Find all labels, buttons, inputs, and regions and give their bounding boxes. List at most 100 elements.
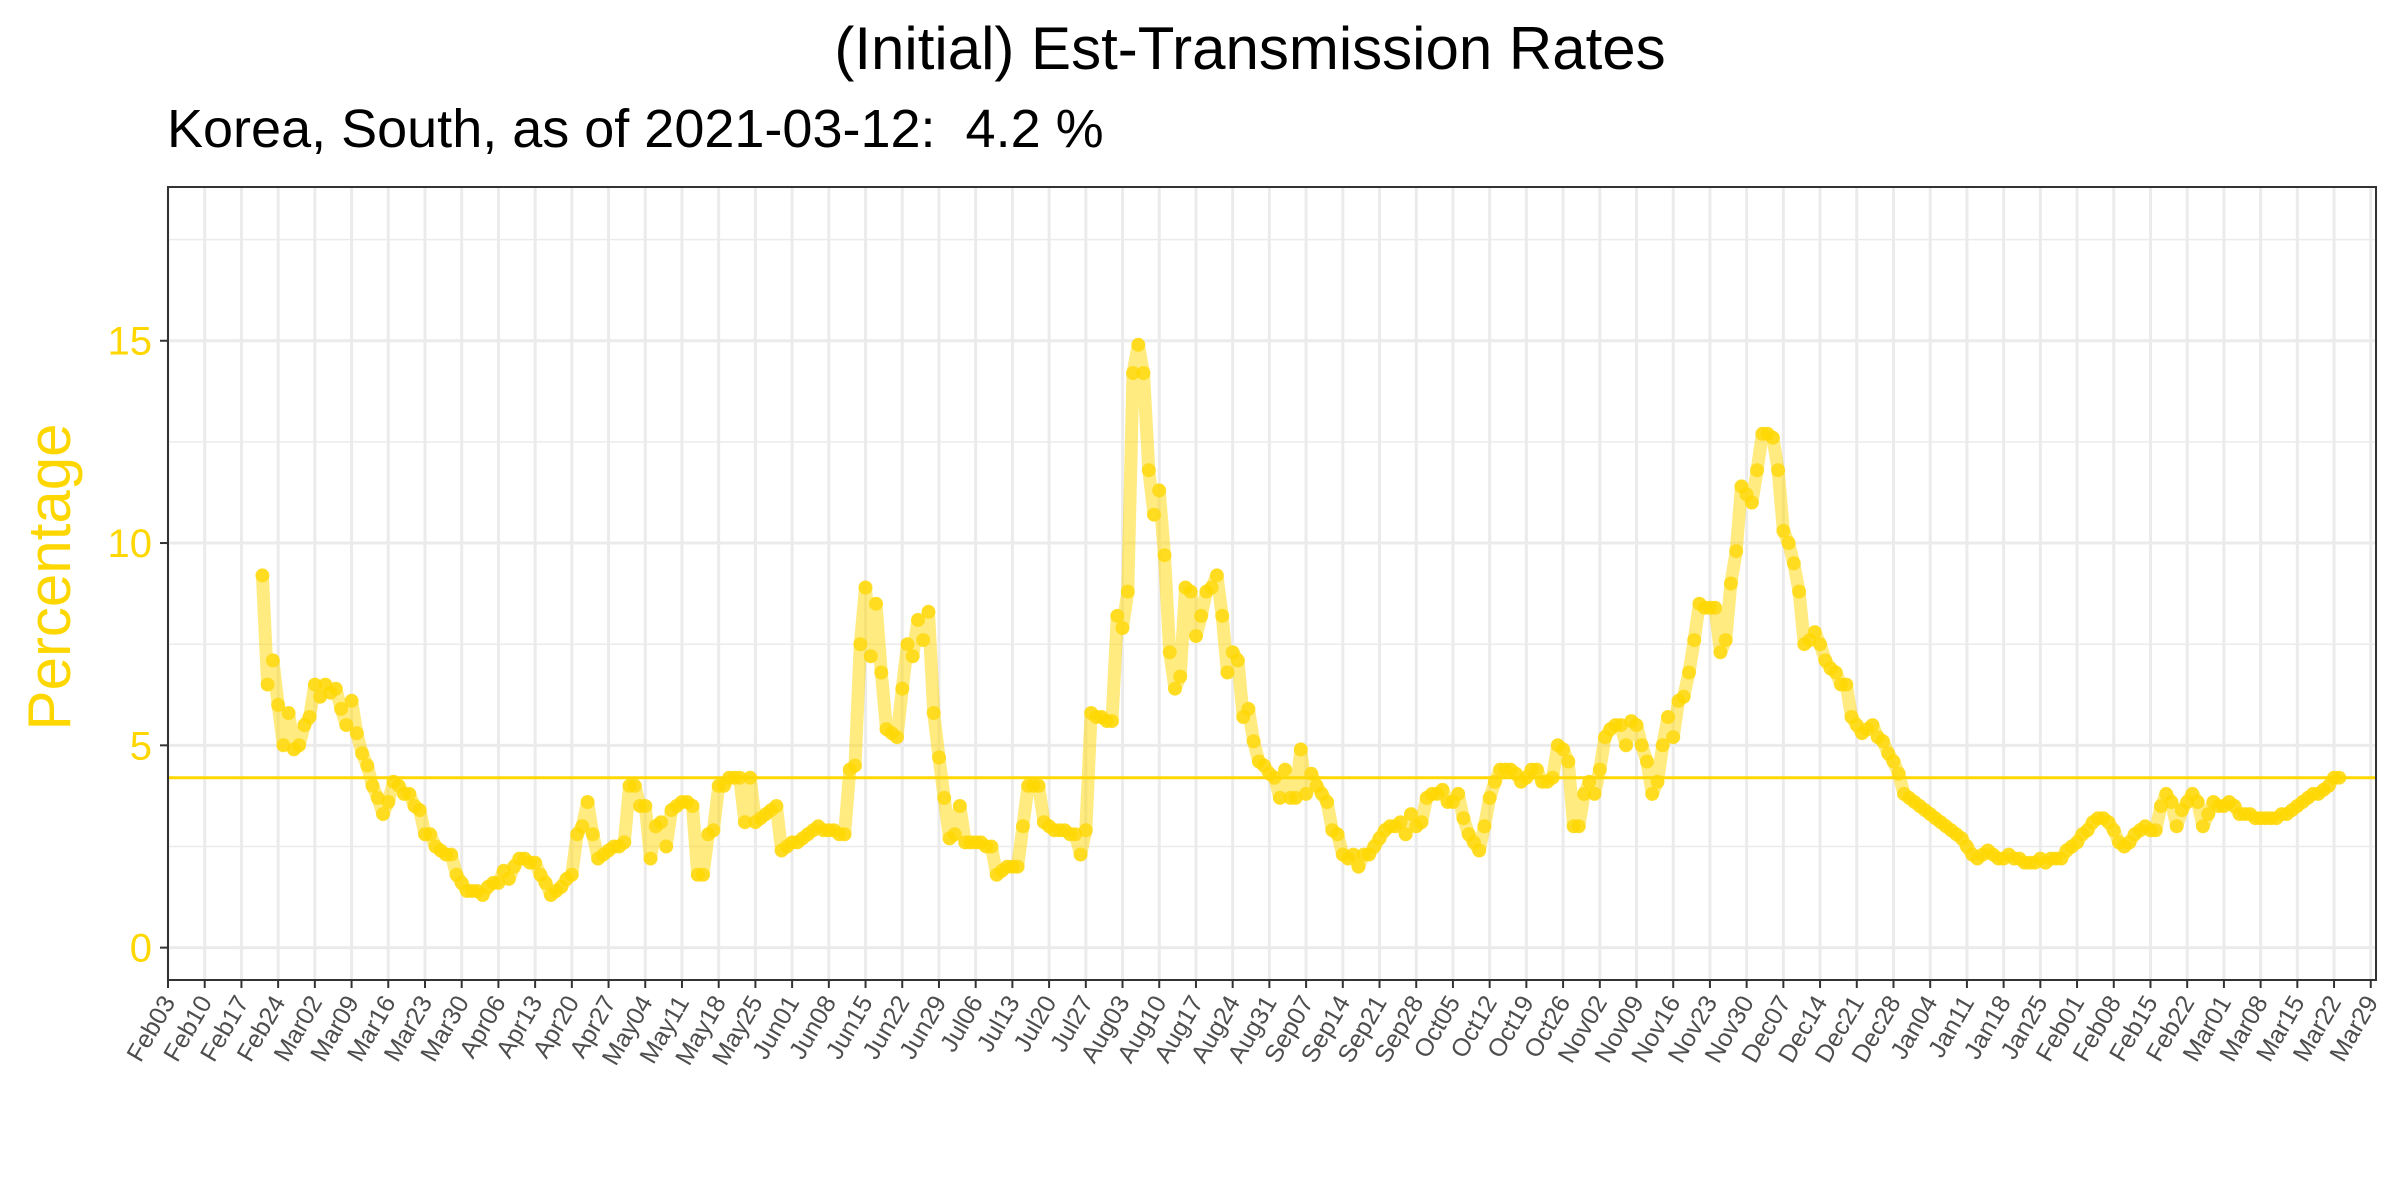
data-point bbox=[2332, 770, 2347, 785]
data-point bbox=[1828, 665, 1843, 680]
data-point bbox=[737, 815, 752, 830]
data-point bbox=[2154, 799, 2168, 813]
data-point bbox=[1330, 827, 1345, 842]
data-point bbox=[1556, 742, 1571, 757]
data-point bbox=[1655, 738, 1670, 753]
data-point bbox=[1650, 774, 1665, 789]
series-group bbox=[255, 337, 2347, 902]
data-point bbox=[2190, 795, 2205, 809]
data-point bbox=[334, 701, 349, 716]
data-point bbox=[349, 726, 364, 741]
data-point bbox=[1571, 819, 1586, 834]
data-point bbox=[617, 835, 632, 850]
plot-frame bbox=[167, 186, 2377, 981]
data-point bbox=[706, 823, 721, 838]
data-point bbox=[1152, 483, 1167, 498]
data-point bbox=[905, 649, 920, 664]
data-point bbox=[1435, 782, 1450, 797]
data-point bbox=[1613, 718, 1628, 733]
data-point bbox=[1781, 536, 1796, 550]
y-axis: 0 5 10 15 bbox=[108, 320, 168, 971]
data-point bbox=[255, 568, 270, 583]
data-point bbox=[627, 778, 642, 793]
data-point bbox=[732, 770, 747, 785]
y-tick-label: 15 bbox=[108, 320, 153, 364]
data-point bbox=[360, 758, 375, 773]
data-point bbox=[1404, 807, 1418, 822]
data-point bbox=[2195, 819, 2210, 834]
data-point bbox=[638, 799, 653, 813]
data-point bbox=[1708, 600, 1723, 615]
data-point bbox=[1682, 665, 1696, 680]
data-point bbox=[1230, 653, 1245, 668]
data-point bbox=[575, 819, 590, 834]
data-point bbox=[1015, 819, 1030, 834]
data-point bbox=[1110, 608, 1125, 623]
data-point bbox=[1477, 819, 1492, 834]
data-point bbox=[848, 758, 862, 773]
data-point bbox=[528, 855, 543, 870]
data-point bbox=[947, 827, 962, 842]
data-point bbox=[491, 875, 506, 890]
data-point bbox=[837, 827, 852, 842]
data-point bbox=[1776, 523, 1791, 538]
data-point bbox=[921, 604, 936, 619]
data-point bbox=[313, 689, 328, 704]
data-point bbox=[1687, 633, 1702, 648]
data-point bbox=[863, 649, 878, 664]
data-point bbox=[1713, 645, 1728, 660]
data-point bbox=[890, 730, 904, 745]
data-point bbox=[1839, 677, 1854, 692]
data-point bbox=[1346, 847, 1361, 862]
data-point bbox=[402, 786, 417, 801]
data-point bbox=[659, 839, 674, 854]
data-point bbox=[1886, 754, 1901, 769]
chart-title: (Initial) Est-Transmission Rates bbox=[834, 15, 1666, 82]
data-point bbox=[265, 653, 280, 668]
data-point bbox=[1561, 754, 1576, 769]
data-point bbox=[355, 746, 370, 761]
data-point bbox=[328, 681, 343, 696]
data-point bbox=[1661, 710, 1675, 724]
data-point bbox=[1299, 786, 1314, 801]
data-point bbox=[302, 710, 317, 724]
data-point bbox=[339, 718, 354, 733]
grid-major bbox=[166, 187, 2376, 980]
data-point bbox=[1031, 778, 1046, 793]
data-point bbox=[1126, 366, 1140, 381]
data-point bbox=[1115, 621, 1130, 635]
data-point bbox=[895, 681, 910, 696]
data-point bbox=[1482, 790, 1497, 805]
data-point bbox=[276, 738, 291, 753]
data-point bbox=[1451, 786, 1466, 801]
data-point bbox=[1173, 669, 1188, 684]
data-point bbox=[370, 790, 385, 805]
data-point bbox=[1246, 734, 1261, 749]
data-point bbox=[926, 706, 941, 720]
data-point bbox=[932, 750, 946, 765]
data-point bbox=[1765, 430, 1780, 445]
data-point bbox=[1141, 463, 1156, 478]
data-point bbox=[1293, 742, 1308, 757]
data-point bbox=[1215, 608, 1230, 623]
data-point bbox=[1456, 811, 1471, 826]
data-point bbox=[2164, 795, 2179, 809]
data-point bbox=[1813, 637, 1828, 652]
data-point bbox=[444, 847, 459, 862]
data-point bbox=[1876, 734, 1890, 749]
data-point bbox=[1393, 815, 1408, 830]
data-point bbox=[1807, 625, 1822, 640]
data-point bbox=[281, 706, 296, 720]
data-point bbox=[1304, 766, 1319, 781]
y-tick-label: 0 bbox=[130, 927, 152, 971]
data-point bbox=[585, 827, 600, 842]
data-point bbox=[1267, 770, 1282, 785]
data-point bbox=[1750, 463, 1765, 478]
data-point bbox=[260, 677, 275, 692]
data-point bbox=[538, 875, 553, 890]
data-point bbox=[344, 693, 359, 708]
data-point bbox=[564, 867, 579, 882]
data-point bbox=[1194, 608, 1209, 623]
data-point bbox=[1272, 790, 1287, 805]
